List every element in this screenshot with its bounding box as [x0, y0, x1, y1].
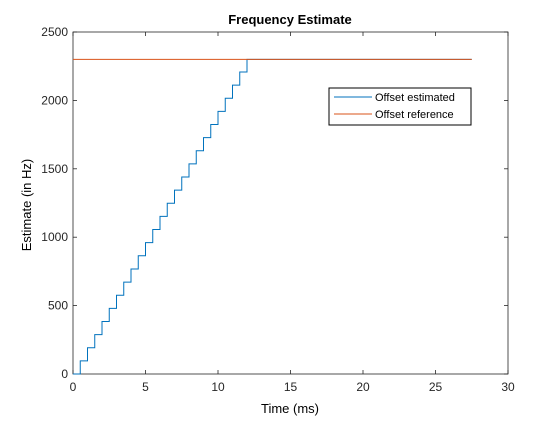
y-tick-label: 1500	[41, 162, 68, 176]
x-tick-label: 10	[211, 380, 225, 394]
x-tick-label: 20	[356, 380, 370, 394]
plot-area-box	[72, 31, 509, 375]
y-axis-label: Estimate (in Hz)	[19, 159, 34, 251]
series-layer	[73, 58, 472, 375]
x-tick-label: 25	[429, 380, 443, 394]
legend-label-offset-reference: Offset reference	[375, 109, 454, 121]
x-axis-label: Time (ms)	[261, 401, 319, 416]
x-tick-label: 0	[70, 380, 77, 394]
y-tick-label: 1000	[41, 230, 68, 244]
axes-layer: 0 5 10 15 20 25 30 0 500 1000 1500 2000 2500	[41, 25, 515, 394]
legend-box	[328, 87, 472, 126]
y-tick-label: 2500	[41, 25, 68, 39]
x-tick-label: 30	[501, 380, 515, 394]
x-tick-label: 15	[284, 380, 298, 394]
chart-title: Frequency Estimate	[228, 12, 352, 27]
series-line-offset-estimated	[73, 58, 472, 375]
y-tick-label: 0	[61, 367, 68, 381]
x-tick-label: 5	[142, 380, 149, 394]
y-tick-label: 500	[48, 299, 68, 313]
legend: Offset estimated Offset reference	[328, 87, 472, 126]
y-tick-label: 2000	[41, 93, 68, 107]
legend-label-offset-estimated: Offset estimated	[375, 92, 455, 104]
